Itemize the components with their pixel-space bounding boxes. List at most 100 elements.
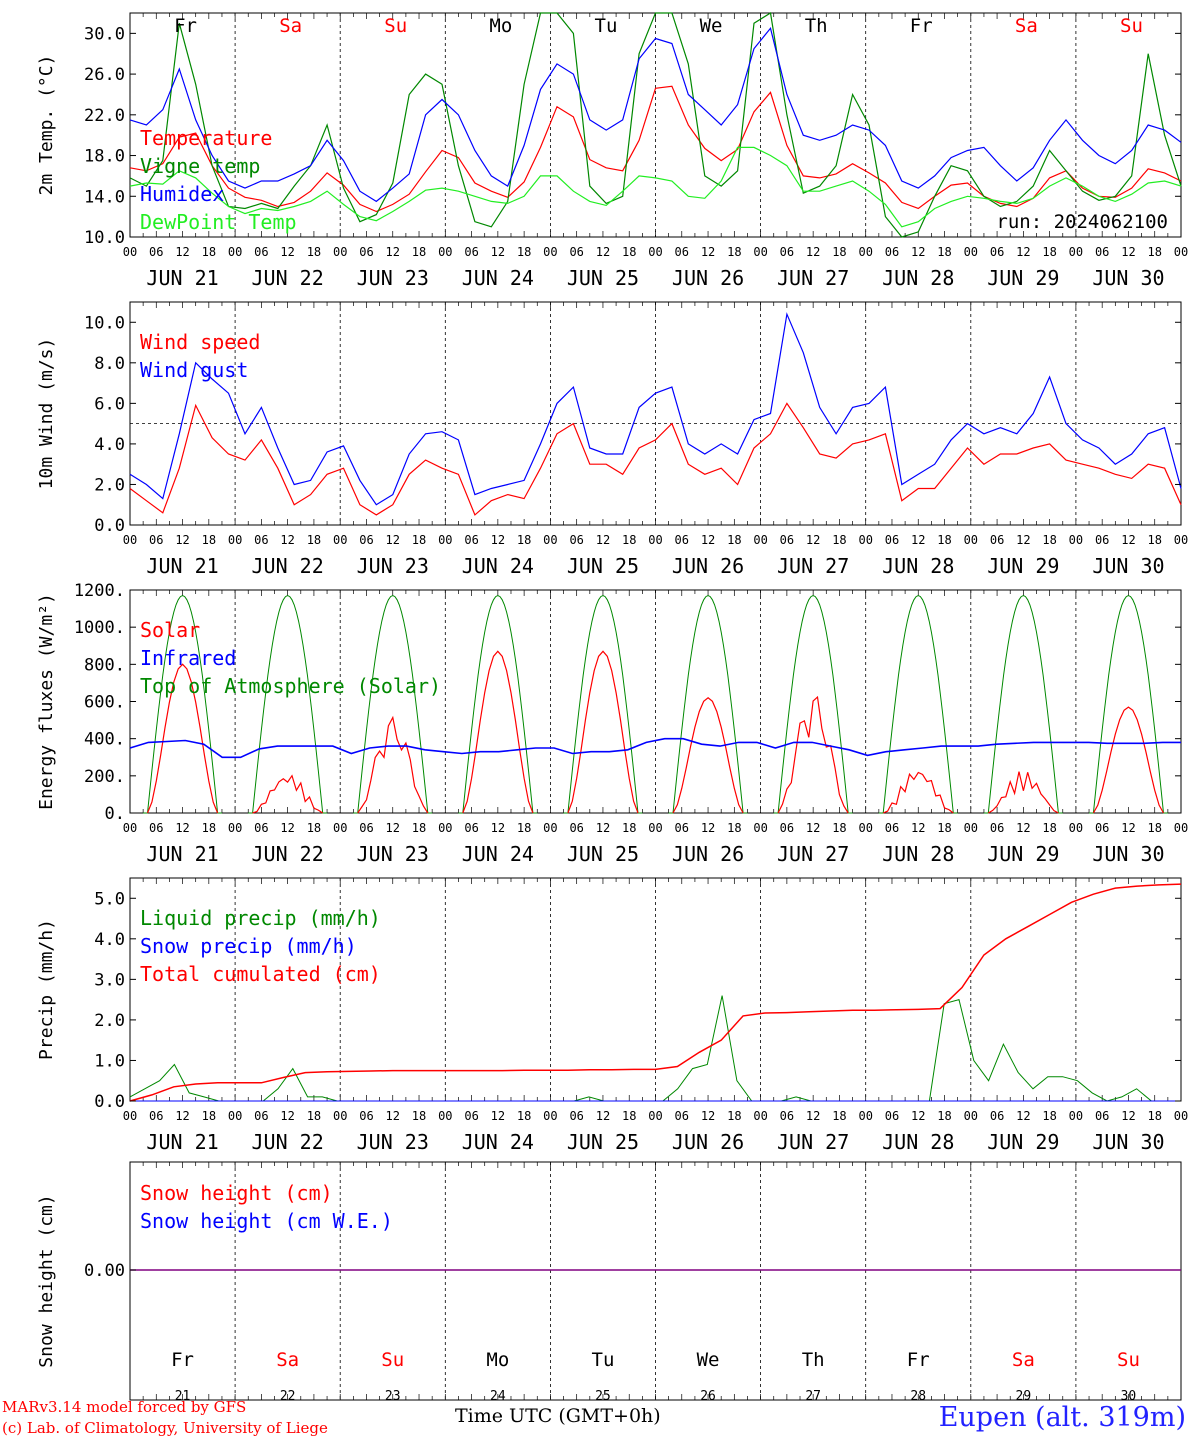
hour-tick-label: 06 bbox=[464, 245, 478, 259]
y-tick-label: 800. bbox=[84, 655, 125, 675]
date-label: JUN 29 bbox=[987, 554, 1059, 578]
y-tick-label: 18.0 bbox=[84, 147, 125, 167]
hour-tick-label: 18 bbox=[517, 821, 531, 835]
date-label: JUN 23 bbox=[357, 554, 429, 578]
series-line-top-of-atmosphere bbox=[353, 595, 433, 814]
date-label: JUN 24 bbox=[462, 1130, 534, 1154]
hour-tick-label: 00 bbox=[753, 1109, 767, 1123]
day-number-label: 23 bbox=[385, 1389, 401, 1404]
hour-tick-label: 12 bbox=[491, 1109, 505, 1123]
series-line-top-of-atmosphere bbox=[248, 595, 328, 814]
date-label: JUN 22 bbox=[252, 554, 324, 578]
series-line-solar bbox=[567, 650, 639, 814]
hour-tick-label: 00 bbox=[964, 245, 978, 259]
date-label: JUN 24 bbox=[462, 842, 534, 866]
series-line-solar bbox=[252, 774, 324, 814]
weekday-label: Mo bbox=[489, 15, 512, 37]
hour-tick-label: 12 bbox=[175, 245, 189, 259]
hour-tick-label: 18 bbox=[202, 1109, 216, 1123]
panel-3: 0. 200. 400. 600. 800. 1000. 1200. Energy fluxe… bbox=[36, 581, 1188, 866]
hour-tick-label: 00 bbox=[123, 1109, 137, 1123]
y-tick-label: 10.0 bbox=[84, 313, 125, 333]
series-line-infrared bbox=[129, 737, 1181, 759]
hour-tick-label: 12 bbox=[806, 533, 820, 547]
panel-2: 0.0 2.0 4.0 6.0 8.0 10.0 10m Wind (m/s) 00 06 12 1… bbox=[36, 301, 1188, 578]
y-tick-label: 8.0 bbox=[94, 354, 125, 374]
date-label: JUN 22 bbox=[252, 266, 324, 290]
hour-tick-label: 06 bbox=[254, 533, 268, 547]
y-tick-label: 14.0 bbox=[84, 187, 125, 207]
series-line-top-of-atmosphere bbox=[563, 595, 643, 814]
date-label: JUN 30 bbox=[1092, 266, 1164, 290]
day-number-label: 22 bbox=[280, 1389, 296, 1404]
date-label: JUN 30 bbox=[1092, 842, 1164, 866]
y-tick-label: 1200. bbox=[74, 581, 125, 601]
legend-entry: Vigne temp bbox=[140, 154, 260, 178]
hour-tick-label: 00 bbox=[333, 533, 347, 547]
hour-tick-label: 18 bbox=[1042, 821, 1056, 835]
hour-tick-label: 00 bbox=[1174, 821, 1188, 835]
hour-tick-label: 12 bbox=[1016, 821, 1030, 835]
hour-tick-label: 00 bbox=[1069, 1109, 1083, 1123]
hour-tick-label: 18 bbox=[1042, 1109, 1056, 1123]
hour-tick-label: 00 bbox=[543, 533, 557, 547]
series-line-top-of-atmosphere bbox=[983, 595, 1063, 814]
hour-tick-label: 00 bbox=[543, 821, 557, 835]
series-line-solar bbox=[1092, 706, 1165, 814]
hour-tick-label: 06 bbox=[675, 1109, 689, 1123]
hour-tick-label: 18 bbox=[1042, 533, 1056, 547]
hour-tick-label: 12 bbox=[491, 245, 505, 259]
hour-tick-label: 06 bbox=[149, 821, 163, 835]
weekday-label: Fr bbox=[907, 1349, 930, 1371]
hour-tick-label: 00 bbox=[648, 821, 662, 835]
weekday-label: Th bbox=[805, 15, 828, 37]
series-line-solar bbox=[987, 771, 1059, 814]
hour-tick-label: 18 bbox=[412, 533, 426, 547]
hour-tick-label: 18 bbox=[412, 245, 426, 259]
y-tick-label: 2.0 bbox=[94, 475, 125, 495]
hour-tick-label: 06 bbox=[675, 533, 689, 547]
hour-tick-label: 00 bbox=[333, 245, 347, 259]
y-tick-label: 200. bbox=[84, 767, 125, 787]
hour-tick-label: 00 bbox=[1069, 245, 1083, 259]
hour-tick-label: 18 bbox=[832, 821, 846, 835]
hour-tick-label: 06 bbox=[359, 533, 373, 547]
hour-tick-label: 06 bbox=[885, 821, 899, 835]
series-line-solar bbox=[882, 771, 954, 814]
hour-tick-label: 12 bbox=[386, 245, 400, 259]
hour-tick-label: 12 bbox=[596, 533, 610, 547]
date-label: JUN 28 bbox=[882, 266, 954, 290]
series-line-total-cumulated-cm- bbox=[129, 883, 1182, 1102]
date-label: JUN 29 bbox=[987, 842, 1059, 866]
hour-tick-label: 06 bbox=[1095, 821, 1109, 835]
weekday-label: Sa bbox=[279, 15, 302, 37]
day-number-label: 30 bbox=[1121, 1389, 1137, 1404]
hour-tick-label: 18 bbox=[517, 533, 531, 547]
hour-tick-label: 12 bbox=[806, 1109, 820, 1123]
series-line-top-of-atmosphere bbox=[458, 595, 538, 814]
hour-tick-label: 12 bbox=[386, 533, 400, 547]
series-line-solar bbox=[357, 715, 429, 814]
y-axis-label: Precip (mm/h) bbox=[36, 919, 57, 1060]
date-label: JUN 26 bbox=[672, 266, 744, 290]
legend-entry: Wind gust bbox=[140, 358, 248, 382]
date-label: JUN 23 bbox=[357, 842, 429, 866]
series-line-humidex bbox=[129, 26, 1182, 203]
hour-tick-label: 12 bbox=[1016, 533, 1030, 547]
hour-tick-label: 00 bbox=[1174, 245, 1188, 259]
hour-tick-label: 00 bbox=[1069, 533, 1083, 547]
hour-tick-label: 12 bbox=[1121, 533, 1135, 547]
hour-tick-label: 12 bbox=[280, 245, 294, 259]
hour-tick-label: 00 bbox=[753, 245, 767, 259]
y-tick-label: 0.0 bbox=[94, 516, 125, 536]
hour-tick-label: 00 bbox=[753, 533, 767, 547]
hour-tick-label: 18 bbox=[727, 1109, 741, 1123]
hour-tick-label: 18 bbox=[937, 533, 951, 547]
y-axis-label: Energy fluxes (W/m²) bbox=[36, 593, 57, 810]
hour-tick-label: 12 bbox=[386, 821, 400, 835]
station-name: Eupen (alt. 319m) bbox=[938, 1402, 1186, 1433]
date-label: JUN 21 bbox=[146, 842, 218, 866]
hour-tick-label: 00 bbox=[228, 533, 242, 547]
y-tick-label: 3.0 bbox=[94, 970, 125, 990]
legend-entry: Snow height (cm W.E.) bbox=[140, 1209, 393, 1233]
